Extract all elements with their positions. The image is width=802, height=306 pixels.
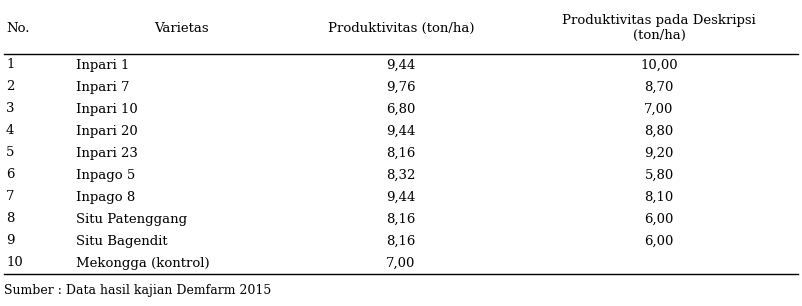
Text: 7,00: 7,00 — [644, 103, 674, 115]
Text: 9,20: 9,20 — [644, 147, 674, 159]
Text: 5,80: 5,80 — [644, 169, 674, 181]
Text: 9,44: 9,44 — [387, 125, 415, 137]
Text: 5: 5 — [6, 147, 14, 159]
Text: Situ Bagendit: Situ Bagendit — [76, 234, 168, 248]
Text: 9,76: 9,76 — [387, 80, 415, 94]
Text: 8,16: 8,16 — [387, 147, 415, 159]
Text: 7,00: 7,00 — [387, 256, 415, 270]
Text: Inpago 5: Inpago 5 — [76, 169, 136, 181]
Text: Situ Patenggang: Situ Patenggang — [76, 212, 187, 226]
Text: 1: 1 — [6, 58, 14, 72]
Text: 8,10: 8,10 — [644, 191, 674, 203]
Text: 10,00: 10,00 — [640, 58, 678, 72]
Text: Sumber : Data hasil kajian Demfarm 2015: Sumber : Data hasil kajian Demfarm 2015 — [4, 284, 271, 297]
Text: Inpari 7: Inpari 7 — [76, 80, 129, 94]
Text: Inpari 10: Inpari 10 — [76, 103, 138, 115]
Text: 8: 8 — [6, 212, 14, 226]
Text: 2: 2 — [6, 80, 14, 94]
Text: No.: No. — [6, 21, 30, 35]
Text: 9: 9 — [6, 234, 14, 248]
Text: Inpari 23: Inpari 23 — [76, 147, 138, 159]
Text: 8,16: 8,16 — [387, 234, 415, 248]
Text: 6,00: 6,00 — [644, 212, 674, 226]
Text: 6,00: 6,00 — [644, 234, 674, 248]
Text: Produktivitas pada Deskripsi
(ton/ha): Produktivitas pada Deskripsi (ton/ha) — [562, 14, 755, 42]
Text: 8,32: 8,32 — [387, 169, 415, 181]
Text: Inpago 8: Inpago 8 — [76, 191, 136, 203]
Text: 8,80: 8,80 — [644, 125, 674, 137]
Text: Inpari 1: Inpari 1 — [76, 58, 129, 72]
Text: Mekongga (kontrol): Mekongga (kontrol) — [76, 256, 209, 270]
Text: Varietas: Varietas — [154, 21, 209, 35]
Text: 9,44: 9,44 — [387, 58, 415, 72]
Text: Produktivitas (ton/ha): Produktivitas (ton/ha) — [328, 21, 474, 35]
Text: 4: 4 — [6, 125, 14, 137]
Text: 10: 10 — [6, 256, 22, 270]
Text: 7: 7 — [6, 191, 14, 203]
Text: Inpari 20: Inpari 20 — [76, 125, 138, 137]
Text: 8,16: 8,16 — [387, 212, 415, 226]
Text: 6,80: 6,80 — [387, 103, 415, 115]
Text: 3: 3 — [6, 103, 14, 115]
Text: 6: 6 — [6, 169, 14, 181]
Text: 9,44: 9,44 — [387, 191, 415, 203]
Text: 8,70: 8,70 — [644, 80, 674, 94]
